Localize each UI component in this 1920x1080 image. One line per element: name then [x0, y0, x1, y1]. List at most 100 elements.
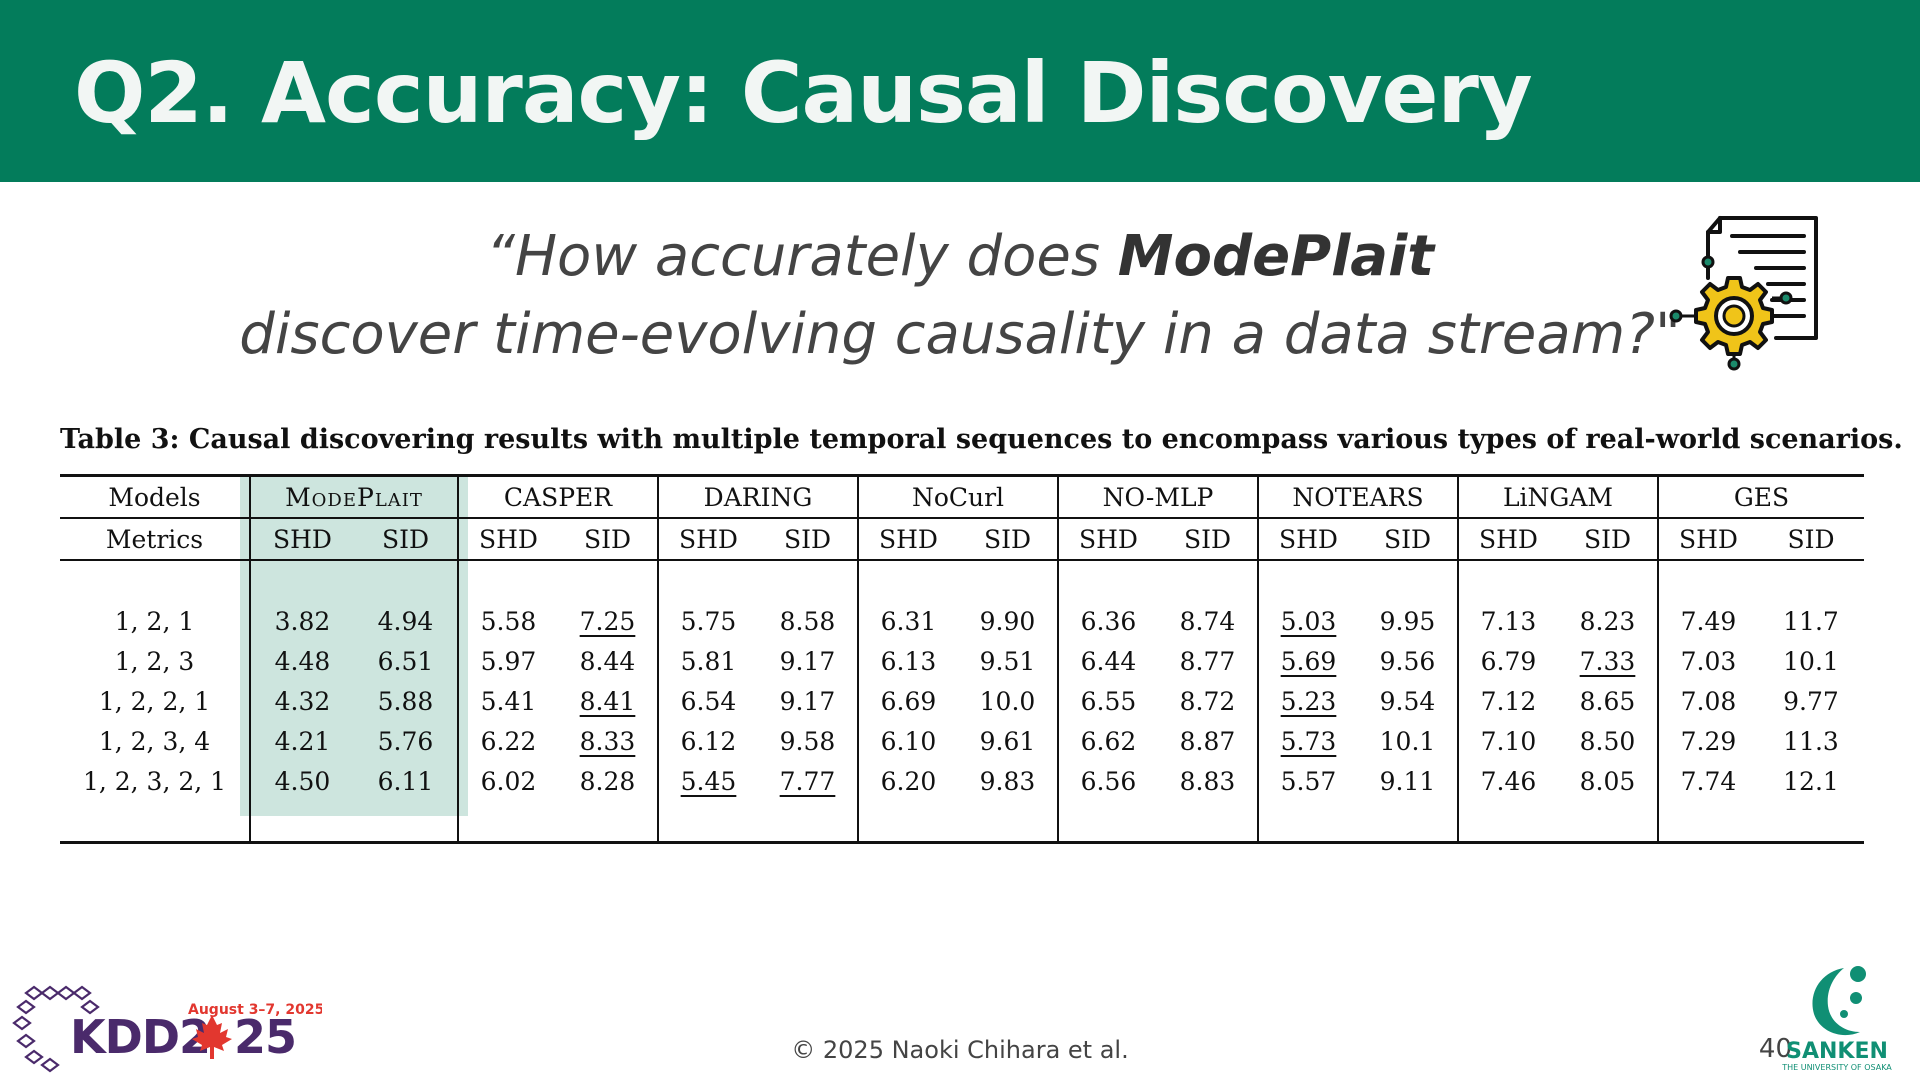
table-cell: 9.17 — [779, 646, 836, 676]
metrics-label: Metrics — [60, 518, 250, 561]
table-cell: 8.58 — [779, 606, 836, 636]
table-cell: 5.76 — [377, 726, 434, 756]
metric-header: SID — [758, 518, 858, 561]
table-cell: 6.36 — [1057, 601, 1158, 641]
table-cell: 9.77 — [1783, 686, 1839, 716]
sanken-logo: SANKEN THE UNIVERSITY OF OSAKA — [1782, 966, 1892, 1072]
table-cell: 4.50 — [249, 761, 354, 801]
question-prefix: “How accurately does — [485, 224, 1118, 289]
table-cell: 8.74 — [1179, 606, 1236, 636]
table-cell: 12.1 — [1783, 766, 1839, 796]
table-cell: 5.97 — [457, 641, 558, 681]
model-header-notears: NOTEARS — [1257, 474, 1458, 519]
table-cell: 6.62 — [1057, 721, 1158, 761]
table-cell: 5.58 — [457, 601, 558, 641]
table-cell: 6.02 — [457, 761, 558, 801]
metric-header: SHD — [1457, 518, 1558, 561]
table-cell: 9.51 — [979, 646, 1036, 676]
table-cell: 7.25 — [579, 606, 636, 636]
copyright-text: © 2025 Naoki Chihara et al. — [791, 1036, 1129, 1064]
title-bar: Q2. Accuracy: Causal Discovery — [0, 0, 1920, 182]
table-cell: 7.74 — [1657, 761, 1758, 801]
kdd-text-right: 25 — [234, 1010, 296, 1064]
row-label: 1, 2, 1 — [114, 606, 195, 636]
table-cell: 7.46 — [1457, 761, 1558, 801]
sanken-dot-medium — [1850, 992, 1862, 1004]
model-header-nocurl: NoCurl — [857, 474, 1058, 519]
row-label: 1, 2, 3, 2, 1 — [82, 766, 227, 796]
kdd2025-logo: August 3–7, 2025 KDD2 25 — [12, 985, 322, 1073]
slide-title: Q2. Accuracy: Causal Discovery — [74, 44, 1533, 142]
metric-header: SHD — [1657, 518, 1758, 561]
metric-header: SID — [1758, 518, 1864, 561]
metric-header: SHD — [457, 518, 558, 561]
table-cell: 5.88 — [377, 686, 434, 716]
table-cell: 9.90 — [979, 606, 1036, 636]
results-table-container: Models ModePlait CASPER DARING NoCurl NO… — [60, 474, 1864, 844]
table-cell: 9.95 — [1379, 606, 1436, 636]
table-cell: 10.0 — [979, 686, 1036, 716]
table-cell: 6.31 — [857, 601, 958, 641]
table-cell: 7.29 — [1657, 721, 1758, 761]
table-cell: 6.13 — [857, 641, 958, 681]
model-header-modeplait: ModePlait — [249, 474, 458, 519]
research-question: “How accurately does ModePlait discover … — [220, 218, 1700, 374]
sanken-dot-small — [1840, 1010, 1848, 1018]
table-cell: 9.56 — [1379, 646, 1436, 676]
metric-header: SID — [1158, 518, 1258, 561]
metric-header: SHD — [249, 518, 354, 561]
table-cell: 7.77 — [779, 766, 836, 796]
table-cell: 10.1 — [1379, 726, 1436, 756]
table-cell: 7.13 — [1457, 601, 1558, 641]
table-cell: 9.17 — [779, 686, 836, 716]
table-cell: 5.81 — [657, 641, 758, 681]
table-row: 1, 2, 1 3.82 4.94 5.58 7.25 5.75 8.58 6.31 9.90 6… — [60, 601, 1864, 641]
table-cell: 8.41 — [579, 686, 636, 716]
table-cell: 4.32 — [249, 681, 354, 721]
table-cell: 5.23 — [1257, 681, 1358, 721]
sanken-name: SANKEN — [1786, 1039, 1888, 1064]
table-cell: 5.75 — [657, 601, 758, 641]
metric-header: SID — [354, 518, 458, 561]
question-line-1: “How accurately does ModePlait — [220, 218, 1700, 296]
table-cell: 11.7 — [1783, 606, 1839, 636]
table-cell: 6.20 — [857, 761, 958, 801]
table-cell: 6.11 — [377, 766, 434, 796]
kdd-dates: August 3–7, 2025 — [188, 1002, 322, 1018]
models-header-row: Models ModePlait CASPER DARING NoCurl NO… — [60, 474, 1864, 519]
metric-header: SID — [558, 518, 658, 561]
crescent-icon — [1812, 968, 1860, 1036]
table-cell: 7.03 — [1657, 641, 1758, 681]
table-cell: 6.69 — [857, 681, 958, 721]
table-cell: 8.23 — [1579, 606, 1636, 636]
metric-header: SID — [958, 518, 1058, 561]
metric-header: SID — [1558, 518, 1658, 561]
row-label: 1, 2, 2, 1 — [98, 686, 211, 716]
sanken-subtitle: THE UNIVERSITY OF OSAKA — [1782, 1063, 1892, 1072]
table-cell: 8.83 — [1179, 766, 1236, 796]
table-cell: 6.55 — [1057, 681, 1158, 721]
table-cell: 11.3 — [1783, 726, 1839, 756]
table-cell: 7.49 — [1657, 601, 1758, 641]
table-cell: 6.10 — [857, 721, 958, 761]
table-row: 1, 2, 3, 4 4.21 5.76 6.22 8.33 6.12 9.58 6.10 9.… — [60, 721, 1864, 761]
table-cell: 6.51 — [377, 646, 434, 676]
table-cell: 9.83 — [979, 766, 1036, 796]
model-header-casper: CASPER — [457, 474, 658, 519]
spacer-row — [60, 801, 1864, 844]
table-cell: 8.77 — [1179, 646, 1236, 676]
metric-header: SID — [1358, 518, 1458, 561]
table-cell: 6.79 — [1457, 641, 1558, 681]
table-cell: 8.28 — [579, 766, 636, 796]
metrics-header-row: Metrics SHD SID SHD SID SHD SID SHD SID SHD S… — [60, 518, 1864, 561]
table-cell: 8.33 — [579, 726, 636, 756]
table-cell: 8.50 — [1579, 726, 1636, 756]
results-table-body: 1, 2, 1 3.82 4.94 5.58 7.25 5.75 8.58 6.31 9.90 6… — [60, 560, 1864, 844]
table-cell: 9.61 — [979, 726, 1036, 756]
table-cell: 4.94 — [377, 606, 434, 636]
spacer-row — [60, 560, 1864, 601]
table-cell: 6.44 — [1057, 641, 1158, 681]
table-cell: 8.44 — [579, 646, 636, 676]
table-cell: 5.69 — [1257, 641, 1358, 681]
table-cell: 5.57 — [1257, 761, 1358, 801]
